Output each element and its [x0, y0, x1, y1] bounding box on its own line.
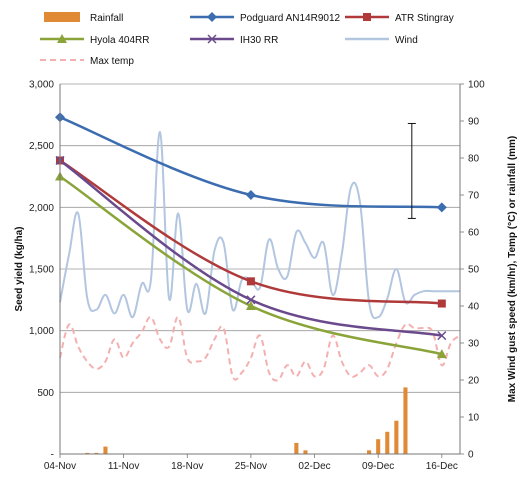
x-tick-label: 16-Dec — [426, 461, 458, 472]
legend-marker — [207, 34, 217, 44]
rainfall-bar — [394, 420, 399, 454]
rainfall-bar — [385, 431, 390, 454]
legend-marker — [363, 13, 371, 21]
yield-point-1 — [437, 299, 446, 308]
y2-tick-label: 80 — [468, 154, 480, 165]
x-tick-label: 04-Nov — [44, 461, 76, 472]
legend-item: Hyola 404RR — [40, 34, 149, 46]
legend-swatch — [44, 12, 80, 22]
yield-point-3 — [437, 331, 447, 341]
yield-point-0 — [245, 190, 256, 200]
y2-tick-label: 0 — [468, 450, 474, 461]
legend-item: Max temp — [40, 56, 134, 67]
rainfall-bar — [294, 442, 299, 454]
y2-tick-label: 30 — [468, 339, 480, 350]
yield-point-2 — [436, 349, 447, 359]
y-axis-title: Seed yield (kg/ha) — [14, 226, 25, 311]
y-tick-label: 3,000 — [29, 80, 54, 91]
rainfall-bar — [303, 450, 308, 454]
wind-line — [59, 131, 460, 320]
rainfall-bar — [94, 452, 99, 454]
rainfall-bar — [376, 439, 381, 454]
rainfall-bar — [367, 450, 372, 454]
y2-axis-title: Max Wind gust speed (km/hr), Temp (°C) o… — [507, 136, 518, 403]
yield-point-2 — [245, 301, 256, 310]
y2-tick-label: 100 — [468, 80, 485, 91]
legend-marker — [57, 34, 67, 43]
legend: Rainfall Podguard AN14R9012 ATR Stingray Hy… — [40, 12, 454, 67]
y2-tick-label: 90 — [468, 117, 480, 128]
legend-label: Podguard AN14R9012 — [240, 13, 341, 24]
y-tick-label: 1,500 — [29, 265, 54, 276]
x-tick-label: 11-Nov — [108, 461, 140, 472]
y2-tick-label: 50 — [468, 265, 480, 276]
yield-line-2 — [59, 175, 443, 356]
y-tick-label: 2,500 — [29, 141, 54, 152]
legend-item: Podguard AN14R9012 — [190, 12, 341, 24]
rainfall-bar — [403, 387, 408, 454]
x-tick-label: 18-Nov — [171, 461, 203, 472]
y-tick-label: 1,000 — [29, 326, 54, 337]
legend-item: IH30 RR — [190, 34, 278, 46]
legend-marker — [207, 12, 217, 22]
y2-tick-label: 60 — [468, 228, 480, 239]
series-markers — [55, 112, 447, 359]
legend-label: ATR Stingray — [395, 13, 454, 24]
y2-tick-label: 20 — [468, 376, 480, 387]
series-lines — [59, 116, 461, 382]
legend-label: IH30 RR — [240, 35, 278, 46]
legend-label: Wind — [395, 35, 418, 46]
max-temp-line — [59, 316, 461, 382]
legend-label: Hyola 404RR — [90, 35, 149, 46]
axes: - 500 1,000 1,500 2,000 2,500 3,000 0 10 20 30 40 50… — [14, 80, 518, 473]
y2-tick-label: 70 — [468, 191, 480, 202]
y-tick-label: - — [51, 450, 54, 461]
x-tick-label: 02-Dec — [298, 461, 330, 472]
yield-point-0 — [436, 202, 447, 213]
legend-item: ATR Stingray — [345, 13, 454, 24]
x-tick-label: 09-Dec — [362, 461, 394, 472]
x-tick-label: 25-Nov — [235, 461, 267, 472]
yield-point-1 — [246, 277, 255, 286]
y2-tick-label: 10 — [468, 413, 480, 424]
y-tick-label: 500 — [37, 388, 54, 399]
legend-item: Rainfall — [44, 12, 123, 24]
y-tick-label: 2,000 — [29, 203, 54, 214]
rainfall-bars — [85, 387, 408, 454]
rainfall-bar — [103, 446, 108, 454]
rainfall-bar — [85, 452, 90, 454]
legend-item: Wind — [345, 35, 418, 46]
yield-point-3 — [246, 295, 256, 305]
gridlines — [60, 83, 460, 455]
legend-label: Max temp — [90, 56, 134, 67]
legend-label: Rainfall — [90, 13, 123, 24]
y2-tick-label: 40 — [468, 302, 480, 313]
